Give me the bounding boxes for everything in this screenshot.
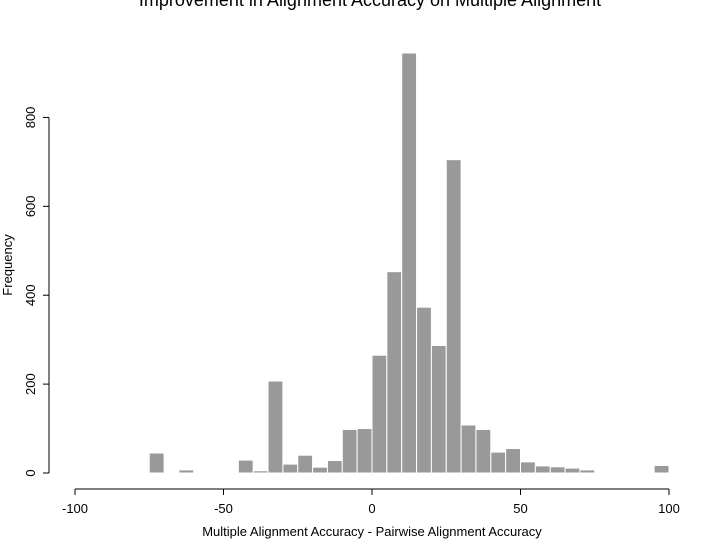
bar <box>505 448 521 474</box>
bar <box>312 466 328 474</box>
y-tick-label: 200 <box>23 373 38 395</box>
bar <box>564 467 581 474</box>
bar <box>208 471 224 474</box>
y-tick-label: 600 <box>23 195 38 217</box>
y-axis-label: Frequency <box>0 234 15 296</box>
bar <box>386 271 403 474</box>
bar <box>178 469 195 474</box>
x-tick-label: 50 <box>513 501 527 516</box>
bar <box>653 464 670 474</box>
bar <box>297 454 314 474</box>
x-tick-label: 0 <box>368 501 375 516</box>
bar <box>356 428 373 474</box>
bar <box>430 344 447 474</box>
y-tick-label: 400 <box>23 284 38 306</box>
bar <box>252 470 269 474</box>
bar <box>282 463 299 474</box>
x-axis-label: Multiple Alignment Accuracy - Pairwise A… <box>202 524 542 539</box>
bar <box>579 469 596 474</box>
bar <box>460 424 477 474</box>
bar <box>416 306 432 474</box>
bar <box>401 52 418 474</box>
y-tick-label: 800 <box>23 107 38 129</box>
x-tick-label: -50 <box>214 501 233 516</box>
bar <box>148 452 165 474</box>
bar <box>490 451 507 474</box>
bar <box>341 428 358 474</box>
x-tick-label: -100 <box>62 501 88 516</box>
bar <box>445 159 462 474</box>
chart-title: Improvement in Alignment Accuracy on Mul… <box>139 0 601 10</box>
bar <box>549 466 566 474</box>
bar <box>326 460 343 474</box>
bar <box>534 465 551 474</box>
x-tick-label: 100 <box>658 501 680 516</box>
bar <box>371 354 388 474</box>
bar <box>237 459 254 474</box>
bar <box>475 428 492 474</box>
y-tick-label: 0 <box>23 469 38 476</box>
bar <box>267 380 284 474</box>
bar <box>520 461 536 474</box>
